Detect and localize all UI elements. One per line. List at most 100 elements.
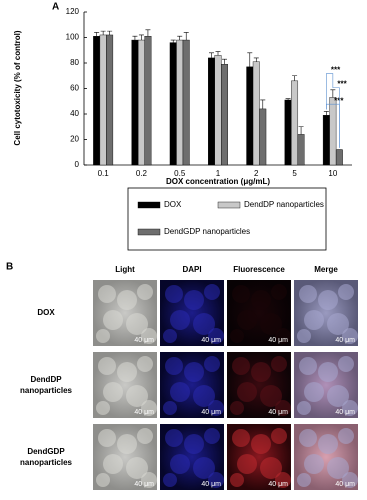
cell	[193, 457, 215, 479]
cell	[96, 329, 110, 343]
x-tick-label: 0.5	[174, 169, 186, 178]
y-tick-label: 80	[70, 58, 79, 67]
error-bar	[215, 51, 221, 56]
error-bar	[138, 34, 144, 41]
bar	[259, 108, 267, 166]
cell	[141, 328, 157, 344]
legend-swatch	[137, 228, 161, 236]
cell	[271, 356, 287, 372]
cell	[237, 310, 257, 330]
cell	[98, 285, 116, 303]
annotation: ***	[337, 80, 347, 89]
column-header: Merge	[314, 265, 338, 274]
cell	[141, 400, 157, 416]
cell	[342, 472, 358, 488]
cell	[318, 362, 338, 382]
bar	[169, 42, 177, 166]
x-tick-label: 5	[292, 169, 297, 178]
y-tick-label: 20	[70, 135, 79, 144]
error-bar	[132, 35, 138, 41]
cell	[251, 290, 271, 310]
cell	[126, 385, 148, 407]
cell	[98, 429, 116, 447]
bar	[329, 97, 337, 166]
bar	[137, 39, 145, 166]
cell	[318, 434, 338, 454]
scale-bar-label: 40 μm	[335, 481, 355, 488]
error-bar	[247, 52, 253, 67]
error-bar	[177, 35, 183, 41]
cell	[260, 385, 282, 407]
x-tick-label: 10	[328, 169, 337, 178]
cell	[304, 382, 324, 402]
legend-box	[127, 187, 327, 251]
bar	[106, 34, 114, 166]
cell	[137, 428, 153, 444]
column-header: DAPI	[182, 265, 201, 274]
cell	[165, 357, 183, 375]
error-bar	[222, 58, 227, 65]
annotation: ***	[331, 66, 341, 75]
cell	[208, 328, 224, 344]
cell	[165, 429, 183, 447]
cell	[193, 313, 215, 335]
bar	[176, 39, 184, 166]
significance-bracket	[326, 73, 334, 110]
cell	[103, 454, 123, 474]
x-tick-label: 0.1	[98, 169, 110, 178]
cell	[184, 434, 204, 454]
error-bar	[145, 29, 151, 37]
scale-bar-label: 40 μm	[335, 409, 355, 416]
scale-bar-label: 40 μm	[201, 337, 221, 344]
cell	[251, 434, 271, 454]
x-tick-label: 1	[216, 169, 221, 178]
y-tick-label: 120	[66, 7, 80, 16]
scale-bar-label: 40 μm	[134, 481, 154, 488]
error-bar	[253, 57, 259, 62]
column-header: Fluorescence	[233, 265, 285, 274]
cell	[170, 454, 190, 474]
cell	[96, 401, 110, 415]
cell	[232, 357, 250, 375]
cell	[117, 290, 137, 310]
cell	[251, 362, 271, 382]
cell	[338, 356, 354, 372]
legend-swatch	[137, 201, 161, 209]
row-label: DendDP nanoparticles	[20, 375, 73, 395]
cell	[103, 382, 123, 402]
cell	[275, 400, 291, 416]
error-bar	[330, 89, 336, 98]
cell	[232, 429, 250, 447]
error-bar	[94, 32, 100, 37]
cell	[327, 385, 349, 407]
cell	[237, 454, 257, 474]
legend-swatch	[217, 201, 241, 209]
row-label: DendGDP nanoparticles	[20, 447, 73, 467]
cell	[204, 356, 220, 372]
scale-bar-label: 40 μm	[134, 337, 154, 344]
cell	[117, 362, 137, 382]
scale-bar-label: 40 μm	[268, 481, 288, 488]
cell	[204, 428, 220, 444]
cell	[260, 313, 282, 335]
cell	[126, 457, 148, 479]
bar	[252, 61, 260, 166]
bar	[322, 115, 330, 166]
cell	[299, 429, 317, 447]
cell	[184, 362, 204, 382]
panel-label: B	[6, 262, 13, 273]
bar	[99, 34, 107, 166]
scale-bar-label: 40 μm	[134, 409, 154, 416]
cell	[184, 290, 204, 310]
x-axis-title: DOX concentration (μg/mL)	[166, 177, 270, 186]
cell	[193, 385, 215, 407]
cell	[299, 357, 317, 375]
y-tick-label: 60	[70, 84, 79, 93]
cell	[342, 400, 358, 416]
legend-label: DOX	[164, 200, 182, 209]
bar	[291, 80, 299, 166]
error-bar	[323, 111, 329, 116]
bar	[182, 39, 190, 166]
cell	[232, 285, 250, 303]
error-bar	[183, 32, 189, 41]
